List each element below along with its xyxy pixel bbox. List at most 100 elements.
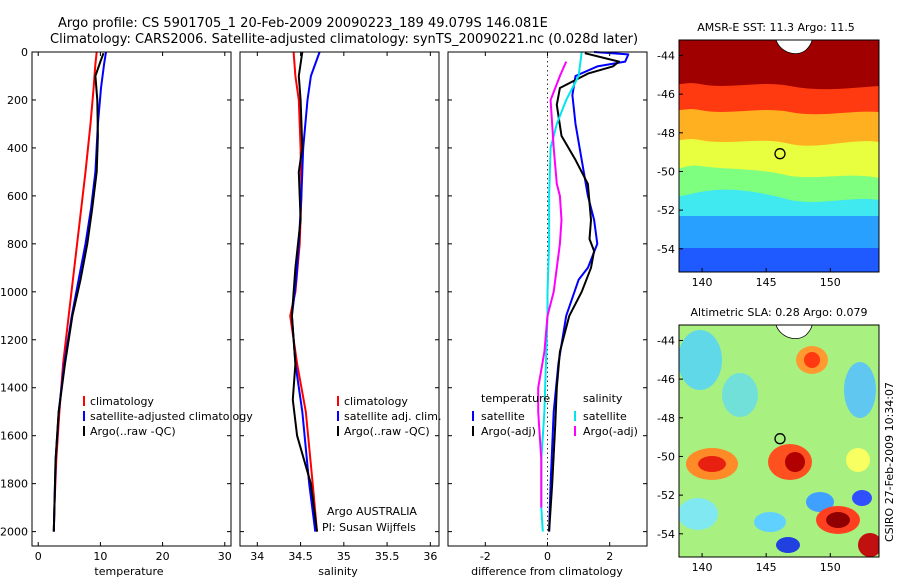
- sst-map-panel: AMSR-E SST: 11.3 Argo: 11.5 140 145 150 -44…: [657, 21, 880, 289]
- sla-blob-5-core: [698, 456, 726, 472]
- figure-title-line2: Climatology: CARS2006. Satellite-adjuste…: [50, 32, 638, 47]
- legend-entry: climatology: [90, 395, 154, 408]
- sla-blob-12-core: [826, 512, 850, 528]
- x-tick-label: 2: [606, 550, 613, 563]
- map-y-tick-label: -52: [657, 204, 675, 217]
- map-x-tick-label: 140: [692, 276, 713, 289]
- y-tick-label: 1200: [0, 334, 28, 347]
- difference-xlabel: difference from climatology: [471, 565, 623, 578]
- sla-blob-9: [806, 492, 834, 512]
- sla-blob-1: [679, 330, 722, 390]
- x-tick-label: 0: [35, 550, 42, 563]
- map-y-tick-label: -44: [657, 334, 675, 347]
- map-x-tick-label: 150: [820, 276, 841, 289]
- y-tick-label: 800: [7, 238, 28, 251]
- sla-blob-8: [852, 490, 872, 506]
- sla-blob-11: [754, 512, 786, 532]
- series-line-3-4: [537, 61, 568, 508]
- legend-entry: satellite-adjusted climatology: [90, 410, 253, 423]
- x-tick-label: 10: [93, 550, 107, 563]
- map-y-tick-label: -48: [657, 127, 675, 140]
- map-x-tick-label: 140: [692, 561, 713, 574]
- y-tick-label: 1000: [0, 286, 28, 299]
- sst-band-darkred: [679, 40, 879, 90]
- x-tick-label: 34.5: [288, 550, 313, 563]
- sla-blob-2: [722, 373, 758, 417]
- salinity-panel: 34 34.5 35 35.5 36 salinity climatology satel…: [239, 51, 441, 578]
- y-tick-label: 600: [7, 190, 28, 203]
- legend-entry: satellite: [583, 410, 627, 423]
- figure-title-line1: Argo profile: CS 5901705_1 20-Feb-2009 2…: [58, 16, 548, 31]
- sla-map-title: Altimetric SLA: 0.28 Argo: 0.079: [690, 306, 867, 319]
- legend-entry: satellite: [481, 410, 525, 423]
- x-tick-label: 20: [156, 550, 170, 563]
- sla-blob-14: [858, 533, 879, 557]
- map-y-tick-label: -46: [657, 373, 675, 386]
- csiro-timestamp-label: CSIRO 27-Feb-2009 10:34:07: [883, 382, 896, 542]
- series-line-3-2: [548, 52, 620, 532]
- difference-legend: temperature satellite Argo(-adj) salinity sa…: [472, 392, 638, 438]
- series-line-1-3: [52, 52, 105, 532]
- x-tick-label: 0: [544, 550, 551, 563]
- legend-group-title: salinity: [583, 392, 623, 405]
- legend-entry: Argo(-adj): [583, 425, 638, 438]
- sla-blob-7: [846, 448, 870, 472]
- legend-entry: Argo(-adj): [481, 425, 536, 438]
- map-x-tick-label: 145: [756, 561, 777, 574]
- sla-blob-4-core: [804, 352, 820, 368]
- sst-map-frame: [678, 39, 880, 273]
- difference-panel: -2 0 2 difference from climatology tempera…: [447, 51, 648, 578]
- x-tick-label: 36: [423, 550, 437, 563]
- y-tick-label: 1800: [0, 478, 28, 491]
- legend-entry: Argo(..raw -QC): [344, 425, 430, 438]
- map-y-tick-label: -54: [657, 528, 675, 541]
- series-line-2-3: [290, 51, 318, 532]
- map-y-tick-label: -50: [657, 165, 675, 178]
- legend-entry: satellite adj. clim.: [344, 410, 441, 423]
- map-y-tick-label: -54: [657, 243, 675, 256]
- temperature-panel: 0 10 20 30 0 200 400 600 800 1000 1200 1400 1600 1800…: [0, 46, 253, 578]
- sla-blob-6-core: [785, 452, 805, 472]
- sst-map-title: AMSR-E SST: 11.3 Argo: 11.5: [697, 21, 855, 34]
- x-tick-label: 30: [218, 550, 232, 563]
- map-y-tick-label: -44: [657, 49, 675, 62]
- legend-group-title: temperature: [481, 392, 550, 405]
- temperature-axes-frame: [31, 51, 232, 547]
- sla-argo-location-marker: [774, 433, 786, 445]
- series-line-3-3: [540, 51, 583, 532]
- legend-entry: Argo(..raw -QC): [90, 425, 176, 438]
- salinity-legend: climatology satellite adj. clim. Argo(..ra…: [337, 395, 441, 438]
- x-tick-label: 35.5: [375, 550, 400, 563]
- series-line-2-2: [290, 51, 321, 532]
- sla-blob-13: [776, 537, 800, 553]
- sla-blob-10: [679, 498, 718, 530]
- y-tick-label: 1600: [0, 430, 28, 443]
- series-line-1-1: [52, 51, 98, 532]
- x-tick-label: 34: [250, 550, 264, 563]
- attribution-line1: Argo AUSTRALIA: [327, 505, 417, 518]
- y-tick-label: 400: [7, 142, 28, 155]
- sla-blob-3: [844, 362, 876, 418]
- temperature-legend: climatology satellite-adjusted climatolog…: [83, 395, 253, 438]
- y-tick-label: 2000: [0, 526, 28, 539]
- map-y-tick-label: -48: [657, 412, 675, 425]
- y-tick-label: 0: [21, 46, 28, 59]
- map-x-tick-label: 145: [756, 276, 777, 289]
- map-y-tick-label: -52: [657, 489, 675, 502]
- sla-field: [679, 325, 879, 557]
- map-x-tick-label: 150: [820, 561, 841, 574]
- x-tick-label: 35: [337, 550, 351, 563]
- sst-field: [679, 40, 879, 272]
- temperature-xlabel: temperature: [94, 565, 163, 578]
- y-tick-label: 200: [7, 94, 28, 107]
- salinity-xlabel: salinity: [318, 565, 358, 578]
- sla-map-frame: [678, 324, 880, 558]
- map-y-tick-label: -50: [657, 450, 675, 463]
- series-line-3-1: [548, 51, 630, 532]
- map-y-tick-label: -46: [657, 88, 675, 101]
- sst-argo-location-marker: [774, 148, 786, 160]
- legend-entry: climatology: [344, 395, 408, 408]
- sla-map-panel: Altimetric SLA: 0.28 Argo: 0.079 140: [657, 306, 880, 574]
- attribution-line2: PI: Susan Wijffels: [322, 521, 416, 534]
